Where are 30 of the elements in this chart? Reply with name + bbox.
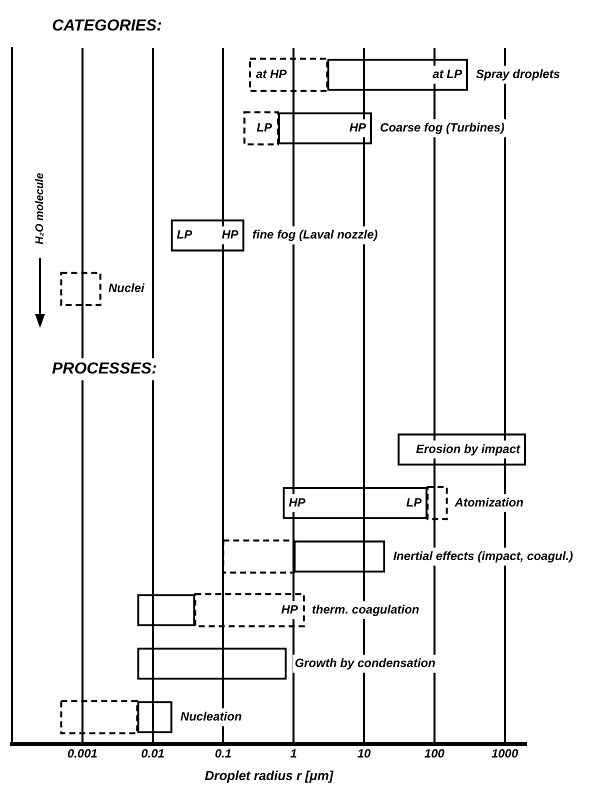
x-tick-label: 0.001 xyxy=(67,746,98,761)
y-tick-label: Spray droplets xyxy=(476,67,560,82)
x-tick-label: 10 xyxy=(357,746,371,761)
y-tick-label: Erosion by impact xyxy=(416,442,522,456)
y-tick-label: therm. coagulation xyxy=(312,602,420,616)
y-tick-label: Coarse fog (Turbines) xyxy=(380,120,504,135)
x-tick-label: 1 xyxy=(290,746,298,761)
annotation: PROCESSES: xyxy=(52,360,157,378)
annotation: HP xyxy=(349,120,368,135)
y-tick-label: fine fog (Laval nozzle) xyxy=(252,228,378,242)
annotation: LP xyxy=(176,228,194,242)
annotation: at LP xyxy=(432,67,463,82)
x-tick-label: 0.1 xyxy=(214,746,232,761)
y-tick-label: Growth by condensation xyxy=(294,656,436,670)
annotation: at HP xyxy=(256,67,288,82)
annotation: LP xyxy=(406,495,423,510)
x-tick-label: 100 xyxy=(424,746,445,761)
x-axis-title: Droplet radius r [μm] xyxy=(204,768,334,783)
x-tick-label: 0.01 xyxy=(141,746,165,761)
annotation: HP xyxy=(288,495,306,510)
annotation: H₂O molecule xyxy=(34,172,46,244)
annotation: LP xyxy=(256,120,273,135)
y-tick-label: Nuclei xyxy=(108,281,146,296)
y-tick-label: Inertial effects (impact, coagul.) xyxy=(393,548,574,563)
annotation: HP xyxy=(222,228,240,242)
text: CATEGORIES: xyxy=(52,17,162,34)
annotation: HP xyxy=(281,602,299,616)
x-tick-label: 1000 xyxy=(491,746,518,761)
y-tick-label: Atomization xyxy=(454,495,524,510)
y-tick-label: Nucleation xyxy=(180,710,242,724)
